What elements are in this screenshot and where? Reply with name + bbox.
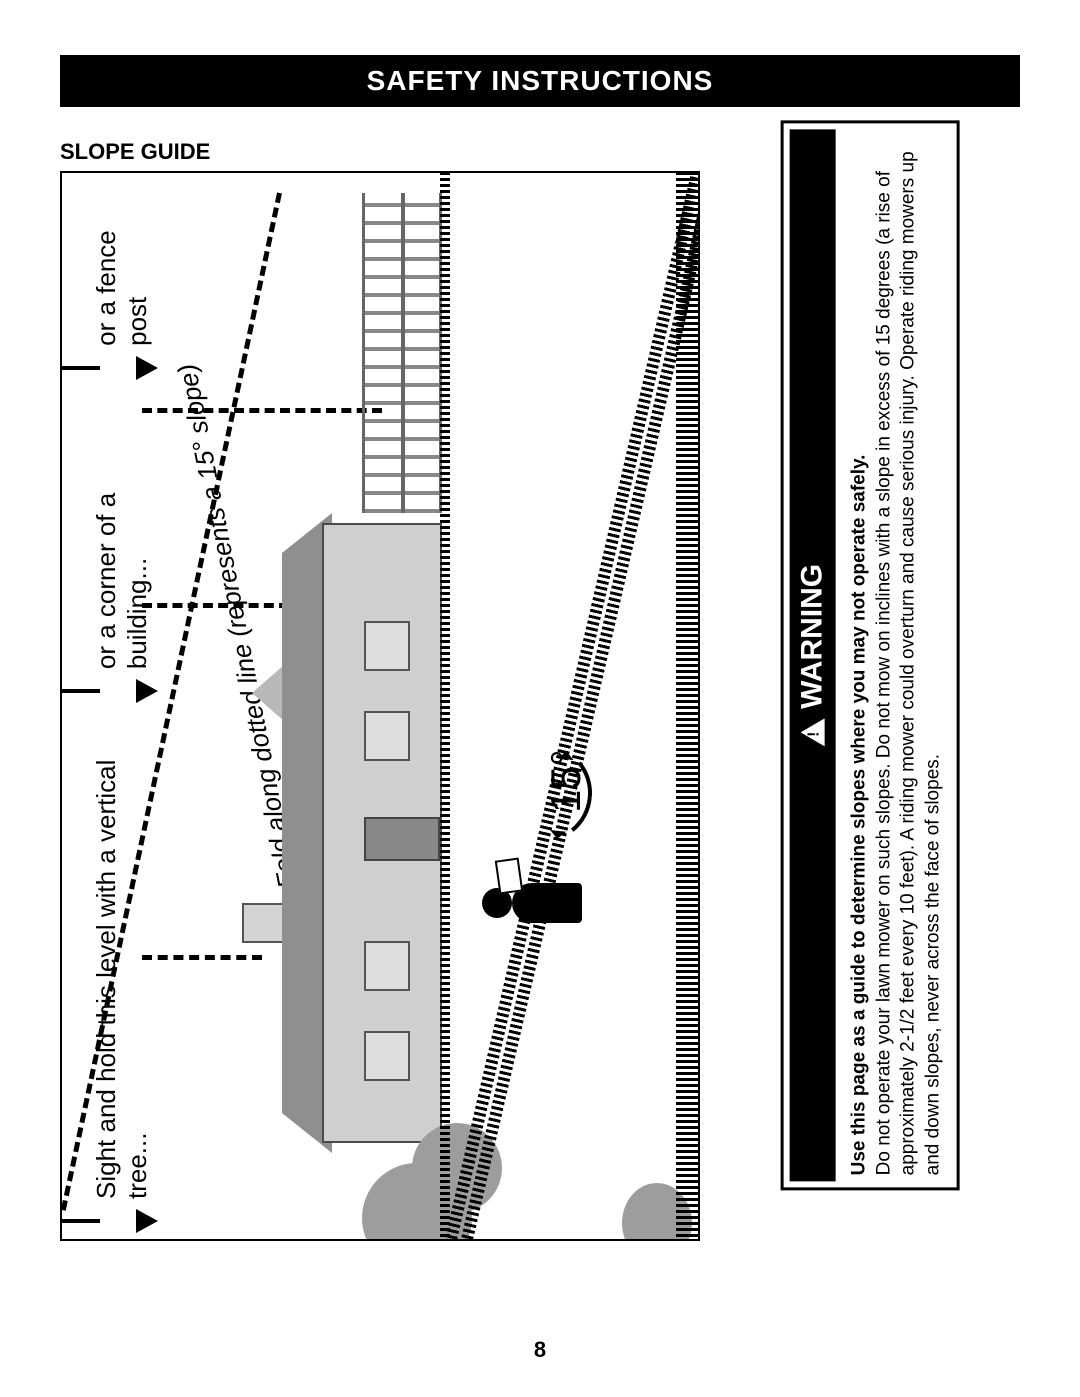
ground-bottom-line (676, 173, 698, 1241)
warning-text: Do not operate your lawn mower on such s… (873, 151, 943, 1175)
arrow-down-icon (86, 1209, 158, 1233)
slope-grass-line (444, 171, 700, 1241)
warning-bold-text: Use this page as a guide to determine sl… (849, 455, 870, 1176)
ground-level-line (440, 173, 450, 1241)
house-illustration (242, 523, 442, 1143)
window (364, 711, 410, 761)
door (364, 817, 440, 861)
warning-label: WARNING (796, 564, 830, 709)
section-title: SAFETY INSTRUCTIONS (367, 65, 714, 96)
house-body (322, 523, 442, 1143)
warning-box: WARNING Use this page as a guide to dete… (781, 120, 960, 1190)
window (364, 1031, 410, 1081)
fence-illustration (362, 193, 442, 513)
section-title-bar: SAFETY INSTRUCTIONS (60, 55, 1020, 107)
warning-triangle-icon (801, 719, 825, 747)
warning-rotated-block: WARNING Use this page as a guide to dete… (781, 120, 960, 1190)
warning-body: Use this page as a guide to determine sl… (842, 123, 947, 1187)
window (364, 621, 410, 671)
window (364, 941, 410, 991)
arrow-down-icon (86, 679, 158, 703)
slope-diagram: Sight and hold this level with a vertica… (60, 171, 700, 1241)
angle-value: 15° (542, 749, 590, 813)
arrow-down-icon (86, 356, 158, 380)
page-number: 8 (0, 1337, 1080, 1363)
warning-column: WARNING Use this page as a guide to dete… (730, 171, 1080, 1241)
warning-header: WARNING (790, 129, 836, 1181)
sight-instruction-row: Sight and hold this level with a vertica… (92, 183, 152, 1233)
vertical-guide (142, 408, 382, 413)
diagram-rotated-canvas: Sight and hold this level with a vertica… (62, 173, 700, 1241)
sight-text-building: or a corner of a building... (91, 390, 153, 669)
sight-text-fence: or a fence post (91, 183, 153, 346)
main-content-row: Sight and hold this level with a vertica… (60, 171, 1020, 1241)
guide-paper-icon (495, 857, 523, 894)
